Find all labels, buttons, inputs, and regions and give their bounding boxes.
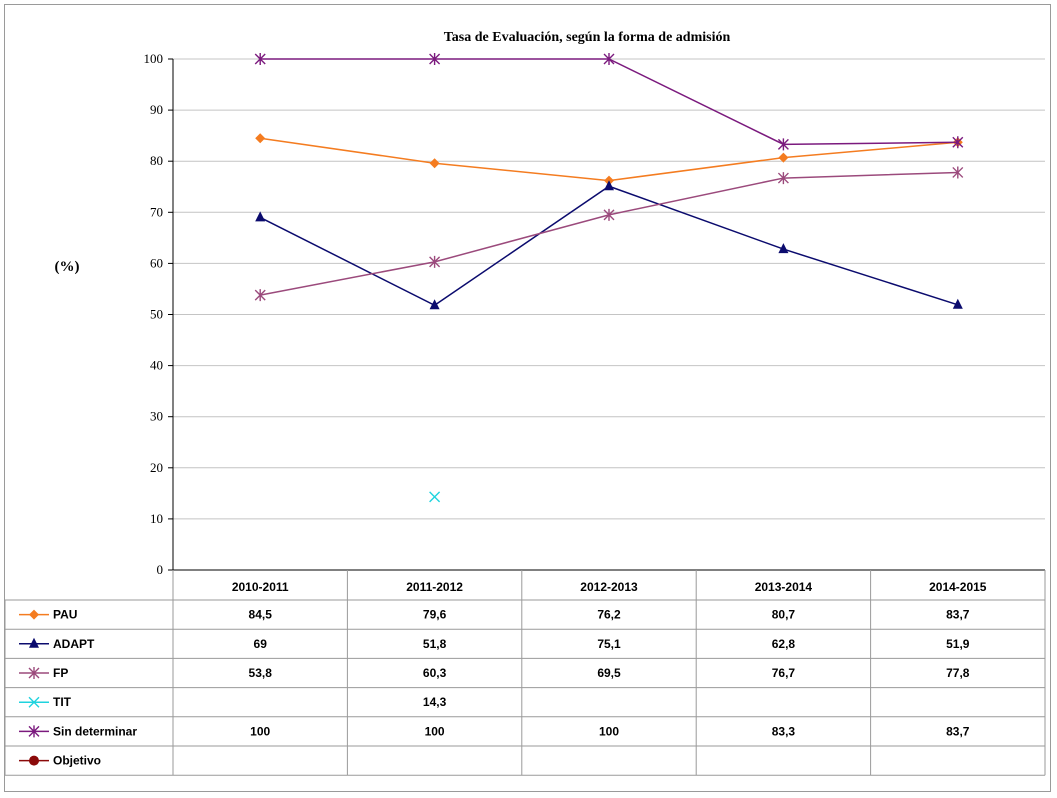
y-tick-label: 20 [150, 460, 163, 475]
data-point [255, 211, 266, 222]
series-line [259, 185, 959, 307]
data-label: 83,7 [946, 608, 970, 622]
y-axis-ticks: 0 10 20 30 40 50 60 70 80 90 100 [144, 51, 1045, 577]
data-label: 51,8 [423, 637, 447, 651]
y-tick-label: 30 [150, 409, 163, 424]
data-point [254, 53, 266, 65]
table-row: PAU 84,5 79,6 76,2 80,7 83,7 [19, 608, 970, 622]
data-point [777, 172, 789, 185]
y-tick-label: 60 [150, 255, 163, 270]
x-tick-label: 2012-2013 [580, 580, 638, 594]
data-label: 83,7 [946, 724, 970, 738]
data-point [429, 299, 440, 310]
table-row: ADAPT 69 51,8 75,1 62,8 51,9 [19, 637, 970, 651]
data-label: 80,7 [772, 608, 796, 622]
series-line [260, 137, 958, 182]
x-tick-label: 2011-2012 [406, 580, 463, 594]
table-row: TIT 14,3 [19, 695, 447, 709]
data-point [429, 53, 441, 65]
x-tick-label: 2014-2015 [929, 580, 987, 594]
data-point [254, 289, 266, 302]
y-tick-label: 50 [150, 307, 163, 322]
chart-frame: Tasa de Evaluación, según la forma de ad… [4, 4, 1051, 792]
series-sin-determinar [254, 53, 964, 151]
legend-label: PAU [53, 608, 77, 622]
series-lines [254, 53, 964, 503]
data-label: 83,3 [772, 724, 796, 738]
data-label: 100 [250, 724, 270, 738]
series-tit [429, 491, 441, 503]
y-tick-label: 80 [150, 153, 163, 168]
data-label: 79,6 [423, 608, 447, 622]
data-label: 100 [425, 724, 445, 738]
legend-label: TIT [53, 695, 72, 709]
data-point [429, 491, 441, 503]
data-label: 69 [254, 637, 268, 651]
chart-title: Tasa de Evaluación, según la forma de ad… [444, 30, 731, 45]
data-point [952, 298, 963, 309]
data-point [603, 208, 615, 221]
y-tick-label: 10 [150, 511, 163, 526]
x-tick-label: 2010-2011 [232, 580, 289, 594]
data-label: 100 [599, 724, 619, 738]
series-pau [255, 133, 963, 186]
data-point [429, 255, 441, 268]
gridlines [173, 58, 1045, 520]
data-point [778, 243, 789, 254]
legend-marker [28, 667, 40, 679]
legend-marker [29, 609, 39, 620]
y-tick-label: 100 [144, 51, 164, 66]
y-tick-label: 0 [157, 562, 164, 577]
data-point [952, 136, 964, 149]
legend-label: Sin determinar [53, 724, 137, 738]
y-tick-label: 90 [150, 102, 163, 117]
legend-label: Objetivo [53, 754, 101, 768]
data-label: 77,8 [946, 666, 970, 680]
table-row: Sin determinar 100 100 100 83,3 83,7 [19, 724, 970, 738]
legend-label: FP [53, 666, 68, 680]
data-label: 75,1 [597, 637, 621, 651]
series-adapt [255, 180, 963, 310]
data-point [604, 180, 614, 191]
data-point [952, 166, 964, 179]
series-line [260, 58, 958, 146]
data-point [777, 138, 789, 151]
legend-label: ADAPT [53, 637, 95, 651]
y-tick-label: 70 [150, 204, 163, 219]
data-label: 84,5 [249, 608, 273, 622]
legend-marker [29, 637, 39, 648]
line-chart: Tasa de Evaluación, según la forma de ad… [5, 30, 1046, 776]
x-tick-label: 2013-2014 [755, 580, 813, 594]
table-row: FP 53,8 60,3 69,5 76,7 77,8 [19, 666, 970, 680]
table-row: Objetivo [19, 754, 101, 768]
data-label: 69,5 [597, 666, 621, 680]
legend-marker [28, 696, 40, 708]
data-point [603, 53, 615, 65]
legend-marker [29, 755, 39, 766]
data-label: 62,8 [772, 637, 796, 651]
y-tick-label: 40 [150, 358, 163, 373]
data-label: 60,3 [423, 666, 447, 680]
data-label: 76,2 [597, 608, 621, 622]
data-point [778, 152, 789, 163]
legend-marker [28, 725, 40, 738]
data-label: 14,3 [423, 695, 447, 709]
y-axis-label: (%) [55, 259, 80, 275]
data-label: 53,8 [249, 666, 273, 680]
data-table: 2010-2011 2011-2012 2012-2013 2013-2014 2014… [5, 570, 1046, 776]
data-point [429, 158, 440, 169]
series-line [260, 171, 958, 296]
series-fp [254, 166, 964, 302]
data-point [255, 133, 266, 144]
data-label: 76,7 [772, 666, 796, 680]
data-label: 51,9 [946, 637, 970, 651]
